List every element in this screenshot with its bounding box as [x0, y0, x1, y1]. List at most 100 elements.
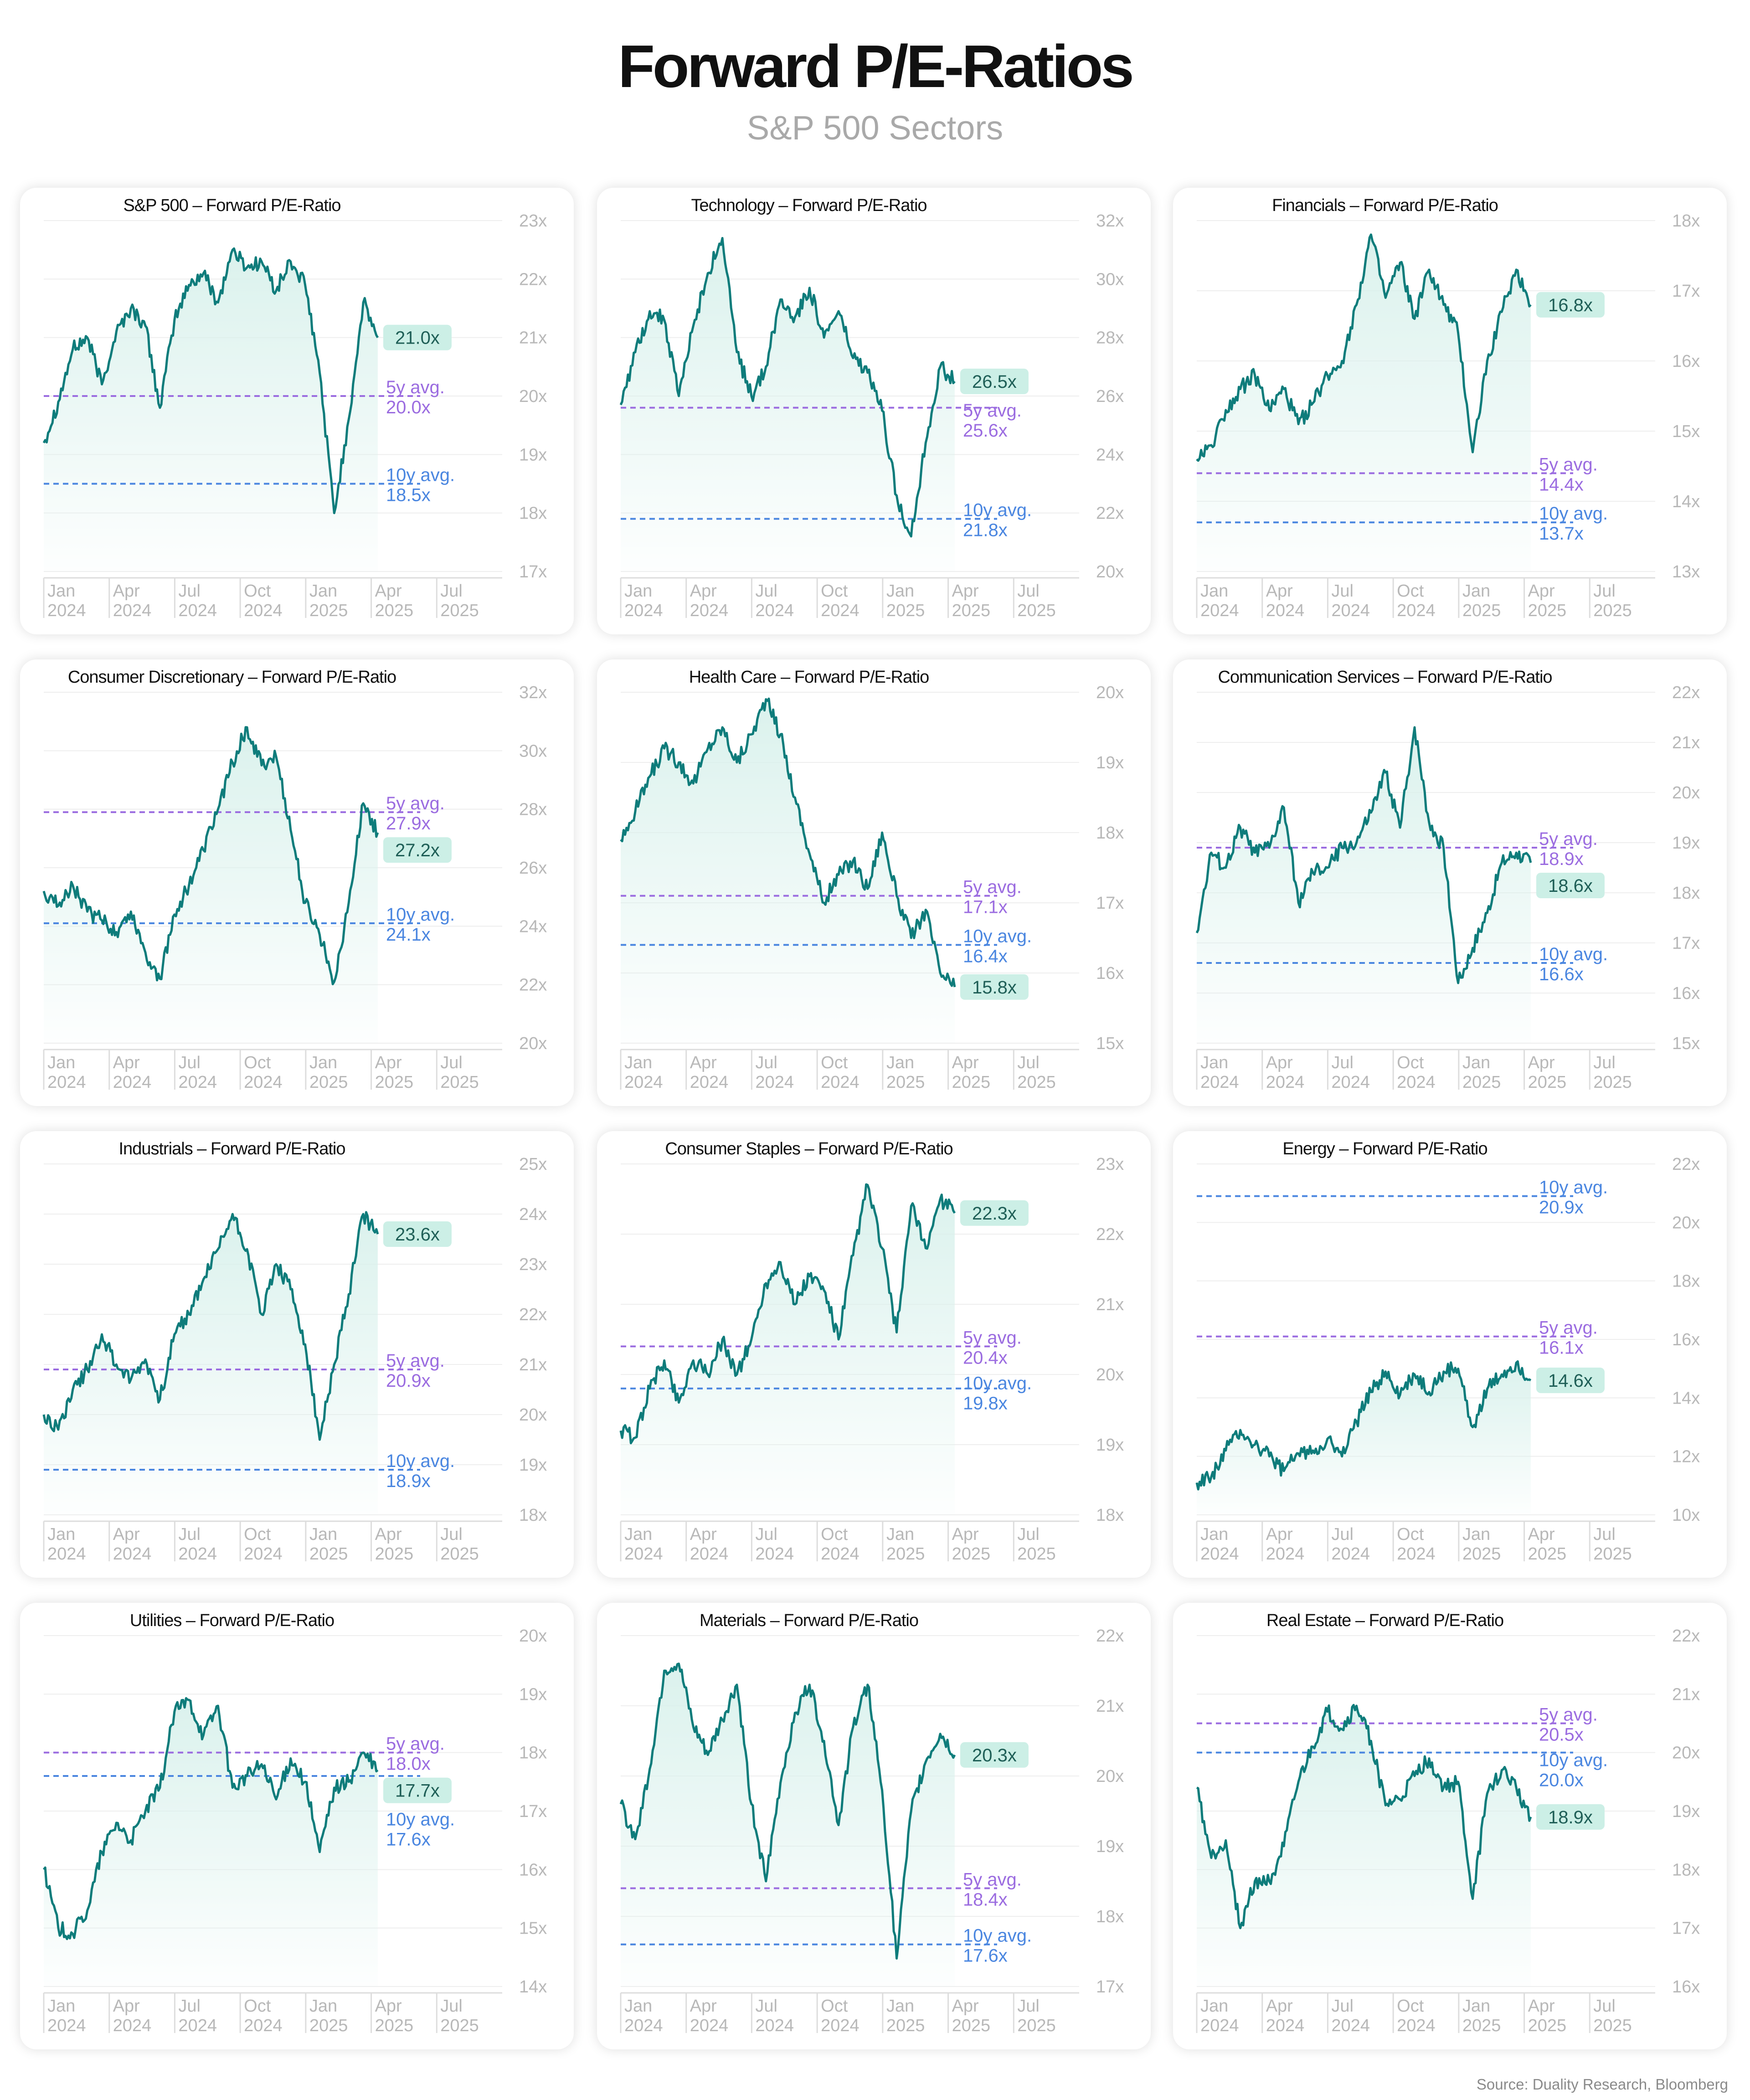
x-tick-month: Apr: [375, 1525, 402, 1544]
x-tick-year: 2025: [309, 2016, 348, 2035]
x-tick-month: Apr: [113, 582, 140, 601]
x-tick-year: 2024: [755, 601, 794, 620]
y-tick-label: 20x: [1096, 1767, 1124, 1786]
y-tick-label: 22x: [519, 976, 547, 995]
x-tick-year: 2025: [440, 601, 479, 620]
x-tick-year: 2024: [178, 1073, 217, 1092]
x-tick-month: Apr: [690, 1997, 717, 2016]
y-tick-label: 19x: [1096, 1837, 1124, 1856]
x-tick-year: 2025: [1593, 2016, 1632, 2035]
x-tick-month: Oct: [1397, 1053, 1424, 1072]
x-tick-year: 2024: [690, 601, 729, 620]
x-tick-year: 2025: [1462, 1073, 1501, 1092]
x-tick-month: Oct: [1397, 1997, 1424, 2016]
chart-svg: 16x17x18x19x20x21x22xJan2024Apr2024Jul20…: [1196, 1626, 1700, 2035]
x-tick-month: Apr: [375, 1997, 402, 2016]
x-tick-month: Jan: [309, 1997, 337, 2016]
avg-10y-value: 16.6x: [1539, 964, 1584, 984]
y-tick-label: 17x: [1672, 282, 1700, 301]
avg-5y-label: 5y avg.: [1539, 1318, 1598, 1338]
x-tick-month: Jan: [1462, 582, 1490, 601]
x-tick-month: Jul: [1593, 1997, 1616, 2016]
chart-svg: 18x19x20x21x22x23x24x25xJan2024Apr2024Ju…: [42, 1155, 547, 1564]
series-line: [42, 247, 379, 515]
x-tick-month: Jan: [1200, 1525, 1228, 1544]
y-tick-label: 20x: [519, 1034, 547, 1053]
y-tick-label: 17x: [1672, 1919, 1700, 1938]
y-tick-label: 17x: [519, 562, 547, 582]
chart-svg: 10x12x14x16x18x20x22xJan2024Apr2024Jul20…: [1195, 1155, 1700, 1564]
chart-title: Technology – Forward P/E-Ratio: [691, 196, 927, 215]
avg-5y-value: 14.4x: [1539, 474, 1584, 494]
series-line: [1195, 1360, 1532, 1491]
avg-5y-label: 5y avg.: [386, 377, 445, 397]
y-tick-label: 32x: [1096, 211, 1124, 231]
x-tick-month: Jan: [47, 1053, 75, 1072]
avg-5y-label: 5y avg.: [963, 877, 1022, 897]
x-tick-month: Apr: [113, 1053, 140, 1072]
x-tick-month: Oct: [244, 1997, 271, 2016]
chart-card: Materials – Forward P/E-Ratio 17x 18x 19x 20…: [597, 1603, 1151, 2049]
x-tick-year: 2025: [1593, 1544, 1632, 1564]
x-tick-year: 2024: [1200, 2016, 1239, 2035]
series-line: [1196, 1704, 1532, 1930]
y-tick-label: 21x: [519, 1355, 547, 1374]
page-title: Forward P/E-Ratios: [618, 33, 1134, 100]
y-tick-label: 20x: [519, 387, 547, 406]
avg-5y-value: 20.9x: [386, 1371, 431, 1391]
y-tick-label: 16x: [1672, 1977, 1700, 1997]
x-tick-month: Jul: [440, 582, 463, 601]
avg-10y-value: 13.7x: [1539, 524, 1584, 544]
x-tick-year: 2025: [375, 1544, 414, 1564]
current-value-badge: [383, 1221, 452, 1247]
series-line: [619, 1183, 956, 1445]
chart-card: Energy – Forward P/E-Ratio 10x 12x 14x 16x 18…: [1173, 1131, 1727, 1578]
avg-10y-value: 18.9x: [386, 1471, 431, 1491]
x-tick-month: Jan: [886, 1053, 914, 1072]
x-tick-month: Apr: [952, 1053, 979, 1072]
x-tick-month: Jan: [886, 1525, 914, 1544]
x-tick-year: 2024: [1331, 1544, 1370, 1564]
series-line: [619, 237, 956, 538]
avg-5y-value: 18.0x: [386, 1754, 431, 1774]
x-tick-month: Apr: [1266, 582, 1293, 601]
avg-10y-label: 10y avg.: [1539, 1178, 1608, 1198]
avg-10y-value: 24.1x: [386, 925, 431, 945]
x-tick-month: Jul: [178, 1997, 201, 2016]
avg-5y-label: 5y avg.: [386, 1351, 445, 1371]
x-tick-year: 2024: [755, 2016, 794, 2035]
y-tick-label: 16x: [1672, 1330, 1700, 1349]
x-tick-month: Jan: [1462, 1053, 1490, 1072]
y-tick-label: 28x: [519, 800, 547, 819]
y-tick-label: 22x: [1096, 1626, 1124, 1646]
x-tick-year: 2025: [1528, 1073, 1567, 1092]
avg-10y-value: 19.8x: [963, 1393, 1008, 1413]
avg-10y-value: 20.0x: [1539, 1771, 1584, 1791]
x-tick-month: Jul: [1331, 582, 1354, 601]
x-tick-month: Jul: [1331, 1053, 1354, 1072]
y-tick-label: 18x: [1672, 1860, 1700, 1879]
x-tick-year: 2025: [1528, 601, 1567, 620]
x-tick-year: 2025: [309, 601, 348, 620]
series-area: [1197, 727, 1531, 1043]
x-tick-month: Apr: [1528, 1525, 1555, 1544]
avg-10y-label: 10y avg.: [1539, 944, 1608, 964]
x-tick-year: 2024: [113, 601, 152, 620]
series-line: [620, 697, 956, 988]
current-value-badge: [960, 1200, 1029, 1226]
chart-title: Real Estate – Forward P/E-Ratio: [1266, 1611, 1504, 1630]
chart-card: Real Estate – Forward P/E-Ratio 16x 17x 18x…: [1173, 1603, 1727, 2049]
y-tick-label: 18x: [519, 1506, 547, 1525]
y-tick-label: 21x: [1672, 733, 1700, 752]
avg-5y-value: 16.1x: [1539, 1338, 1584, 1358]
x-tick-year: 2024: [821, 601, 860, 620]
y-tick-label: 15x: [1672, 422, 1700, 441]
series-line: [619, 1662, 956, 1960]
page-subtitle: S&P 500 Sectors: [746, 109, 1004, 147]
x-tick-year: 2025: [952, 1544, 991, 1564]
y-tick-label: 16x: [1096, 964, 1124, 983]
avg-5y-label: 5y avg.: [1539, 454, 1598, 474]
avg-5y-label: 5y avg.: [1539, 829, 1598, 849]
y-tick-label: 16x: [1672, 984, 1700, 1003]
x-tick-year: 2024: [47, 2016, 86, 2035]
